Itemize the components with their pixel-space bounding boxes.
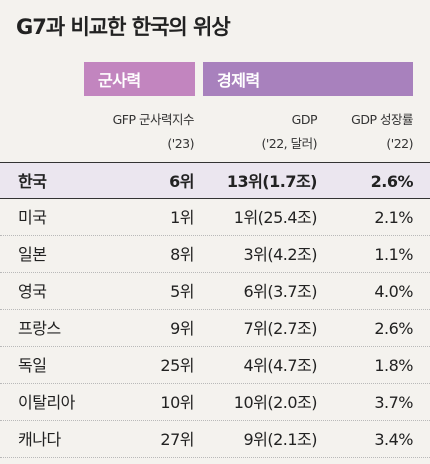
growth-cell: 3.7% — [374, 393, 413, 412]
gdp-label: GDP — [291, 112, 318, 127]
growth-cell: 3.4% — [374, 430, 413, 449]
military-rank-cell: 8위 — [170, 245, 194, 264]
growth-cell: 2.6% — [370, 172, 414, 191]
country-cell: 영국 — [18, 282, 47, 301]
gdp-cell: 3위(4.2조) — [243, 245, 317, 264]
table-row: 일본 8위 3위(4.2조) 1.1% — [0, 236, 430, 273]
country-cell: 프랑스 — [18, 319, 61, 338]
gfp-index-label: GFP 군사력지수 — [112, 112, 195, 127]
gdp-cell: 1위(25.4조) — [233, 208, 318, 227]
comparison-table: 한국 6위 13위(1.7조) 2.6% 미국 1위 1위(25.4조) 2.1… — [0, 162, 430, 458]
military-header: 군사력 — [84, 62, 195, 96]
military-rank-cell: 9위 — [170, 319, 194, 338]
gdp-cell: 6위(3.7조) — [243, 282, 317, 301]
growth-cell: 4.0% — [374, 282, 413, 301]
gfp-index-year: ('23) — [167, 136, 194, 151]
military-rank-cell: 10위 — [160, 393, 194, 412]
page-title: G7과 비교한 한국의 위상 — [16, 15, 231, 39]
table-row: 독일 25위 4위(4.7조) 1.8% — [0, 347, 430, 384]
growth-cell: 2.6% — [374, 319, 413, 338]
country-cell: 이탈리아 — [18, 393, 75, 412]
country-cell: 일본 — [18, 245, 47, 264]
gfp-index-subheader: GFP 군사력지수 ('23) — [112, 108, 195, 156]
military-rank-cell: 27위 — [160, 430, 194, 449]
country-cell: 캐나다 — [18, 430, 61, 449]
country-cell: 독일 — [18, 356, 47, 375]
table-row-korea: 한국 6위 13위(1.7조) 2.6% — [0, 162, 430, 199]
table-row: 이탈리아 10위 10위(2.0조) 3.7% — [0, 384, 430, 421]
table-row: 영국 5위 6위(3.7조) 4.0% — [0, 273, 430, 310]
gdp-cell: 4위(4.7조) — [243, 356, 317, 375]
gdp-growth-label: GDP 성장률 — [351, 112, 413, 127]
gdp-cell: 10위(2.0조) — [233, 393, 318, 412]
growth-cell: 1.8% — [374, 356, 413, 375]
military-rank-cell: 5위 — [170, 282, 194, 301]
military-rank-cell: 25위 — [160, 356, 194, 375]
table-row: 프랑스 9위 7위(2.7조) 2.6% — [0, 310, 430, 347]
gdp-subheader: GDP ('22, 달러) — [261, 108, 317, 156]
gdp-year-unit: ('22, 달러) — [261, 136, 317, 151]
gdp-growth-subheader: GDP 성장률 ('22) — [351, 108, 413, 156]
gdp-growth-year: ('22) — [386, 136, 413, 151]
growth-cell: 2.1% — [374, 208, 413, 227]
country-cell: 한국 — [18, 172, 47, 191]
table-row: 캐나다 27위 9위(2.1조) 3.4% — [0, 421, 430, 458]
growth-cell: 1.1% — [374, 245, 413, 264]
gdp-cell: 7위(2.7조) — [243, 319, 317, 338]
country-cell: 미국 — [18, 208, 47, 227]
economy-header: 경제력 — [203, 62, 413, 96]
table-row: 미국 1위 1위(25.4조) 2.1% — [0, 199, 430, 236]
military-rank-cell: 6위 — [169, 172, 194, 191]
gdp-cell: 13위(1.7조) — [226, 172, 318, 191]
military-rank-cell: 1위 — [170, 208, 194, 227]
gdp-cell: 9위(2.1조) — [243, 430, 317, 449]
